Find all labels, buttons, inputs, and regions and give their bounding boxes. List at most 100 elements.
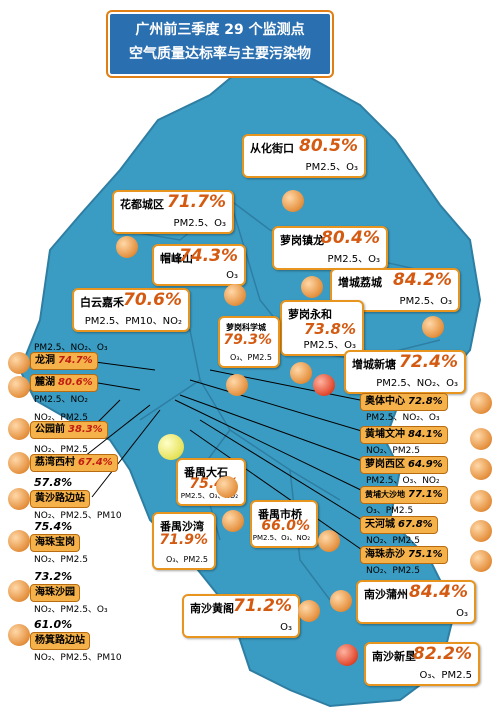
title-line-2: 空气质量达标率与主要污染物 (129, 46, 311, 62)
right-pollutants: NO₂、PM2.5 (366, 446, 420, 456)
right-station-dashadi: 黄埔大沙地 77.1% (360, 486, 448, 504)
map-title: 广州前三季度 29 个监测点 空气质量达标率与主要污染物 (108, 12, 332, 76)
station-name: 南沙黄阁 (190, 602, 234, 615)
station-name: 荔湾西村 (35, 457, 75, 468)
station-name: 杨箕路边站 (35, 635, 85, 646)
station-marker (8, 418, 30, 440)
station-card-huadu: 花都城区 71.7% PM2.5、O₃ (112, 190, 234, 234)
station-marker (8, 488, 30, 510)
station-marker (226, 374, 248, 396)
station-pct: 77.1% (408, 489, 443, 500)
left-station-haizhu-baogang: 海珠宝岗 (30, 534, 80, 552)
left-station-liwan-xicun: 荔湾西村 67.4% (30, 454, 118, 472)
station-marker (470, 550, 492, 572)
station-card-zengcheng-xintang: 增城新塘 72.4% PM2.5、NO₂、O₃ (344, 350, 466, 394)
left-pollutants: NO₂、PM2.5 (34, 555, 88, 565)
station-marker (313, 374, 335, 396)
station-pollutants: PM2.5、O₃ (327, 254, 380, 265)
left-station-gongyuanqian: 公园前 38.3% (30, 421, 108, 439)
station-marker (158, 434, 184, 460)
station-name: 萝岗科学城 (226, 323, 266, 332)
left-station-haizhu-shayuan: 海珠沙园 (30, 584, 80, 602)
station-pct: 70.6% (123, 290, 182, 310)
station-marker (470, 428, 492, 450)
station-name: 龙洞 (35, 355, 55, 366)
station-name: 白云嘉禾 (80, 296, 124, 309)
left-pollutants: NO₂、PM2.5 (34, 413, 88, 423)
station-pct: 74.7% (58, 355, 93, 366)
station-name: 黄沙路边站 (35, 493, 85, 504)
station-pct: 66.0% (261, 518, 310, 534)
station-pct: 84.4% (409, 582, 468, 602)
station-marker (470, 392, 492, 414)
station-pollutants: O₃、PM2.5 (419, 670, 472, 681)
station-pct: 71.9% (159, 532, 208, 548)
station-pollutants: PM2.5、O₃、NO₂ (252, 534, 310, 542)
station-marker (290, 362, 312, 384)
left-pollutants: NO₂、PM2.5、O₃ (34, 605, 108, 615)
station-name: 麓湖 (35, 377, 55, 388)
station-marker (224, 284, 246, 306)
station-name: 天河城 (365, 519, 395, 530)
station-name: 海珠宝岗 (35, 537, 75, 548)
station-marker (116, 236, 138, 258)
station-card-zengcheng-licheng: 增城荔城 84.2% PM2.5、O₃ (330, 268, 460, 312)
station-pct: 38.3% (68, 424, 103, 435)
right-pollutants: PM2.5、O₃、NO₂ (366, 476, 440, 486)
station-card-luogang-zhenlong: 萝岗镇龙 80.4% PM2.5、O₃ (272, 226, 388, 270)
station-name: 增城新塘 (352, 358, 396, 371)
station-pollutants: O₃ (456, 608, 468, 619)
station-pollutants: O₃ (226, 270, 238, 281)
left-pollutants: PM2.5、NO₂ (34, 395, 88, 405)
station-name: 萝岗西区 (365, 459, 405, 470)
station-name: 番禺沙湾 (160, 520, 204, 533)
station-name: 奥体中心 (365, 396, 405, 407)
left-station-yangji: 杨箕路边站 (30, 632, 90, 650)
station-card-panyu-shiqiao: 番禺市桥 66.0% PM2.5、O₃、NO₂ (250, 500, 318, 548)
station-marker (8, 352, 30, 374)
right-station-wenchong: 黄埔文冲 84.1% (360, 426, 448, 444)
station-marker (222, 510, 244, 532)
station-name: 黄埔文冲 (365, 429, 405, 440)
station-card-conghua-jiekou: 从化街口 80.5% PM2.5、O₃ (242, 134, 366, 178)
station-name: 海珠赤沙 (365, 549, 405, 560)
title-line-1: 广州前三季度 29 个监测点 (135, 22, 305, 38)
station-pct: 72.4% (399, 352, 458, 372)
station-pct: 71.2% (233, 596, 292, 616)
station-pct: 74.3% (179, 246, 238, 266)
station-pct: 75.1% (408, 549, 443, 560)
station-pct: 67.4% (78, 457, 113, 468)
station-marker (422, 316, 444, 338)
station-name: 萝岗镇龙 (280, 234, 324, 247)
station-pollutants: O₃、PM2.5 (230, 353, 272, 362)
leader-lines (79, 359, 366, 553)
right-pollutants: O₃、PM2.5 (366, 506, 414, 516)
left-station-longdong: 龙洞 74.7% (30, 352, 98, 370)
station-name: 番禺大石 (184, 466, 228, 479)
station-card-nansha-xinken: 南沙新垦 82.2% O₃、PM2.5 (364, 642, 480, 686)
right-pollutants: NO₂、PM2.5 (366, 536, 420, 546)
station-card-maofengshan: 帽峰山 74.3% O₃ (152, 244, 246, 286)
station-name: 从化街口 (250, 142, 294, 155)
right-station-chisha: 海珠赤沙 75.1% (360, 546, 448, 564)
left-station-huangsha: 黄沙路边站 (30, 490, 90, 508)
station-marker (8, 624, 30, 646)
station-marker (318, 530, 340, 552)
station-pollutants: PM2.5、O₃ (305, 162, 358, 173)
station-pollutants: PM2.5、PM10、NO₂ (84, 316, 182, 327)
station-name: 帽峰山 (160, 252, 193, 265)
station-pollutants: PM2.5、O₃ (173, 218, 226, 229)
station-card-luogang-kexuecheng: 萝岗科学城 79.3% O₃、PM2.5 (218, 316, 280, 368)
station-marker (216, 476, 238, 498)
station-marker (470, 458, 492, 480)
right-pollutants: NO₂、PM2.5 (366, 566, 420, 576)
station-pollutants: O₃ (280, 622, 292, 633)
station-marker (336, 644, 358, 666)
left-pct: 57.8% (34, 476, 73, 489)
station-card-luogang-yonghe: 萝岗永和 73.8% PM2.5、O₃ (280, 300, 364, 356)
station-marker (8, 376, 30, 398)
left-pct: 61.0% (34, 618, 73, 631)
station-pct: 84.2% (393, 270, 452, 290)
station-pollutants: PM2.5、O₃、NO₂ (180, 492, 238, 500)
station-pct: 80.5% (299, 136, 358, 156)
